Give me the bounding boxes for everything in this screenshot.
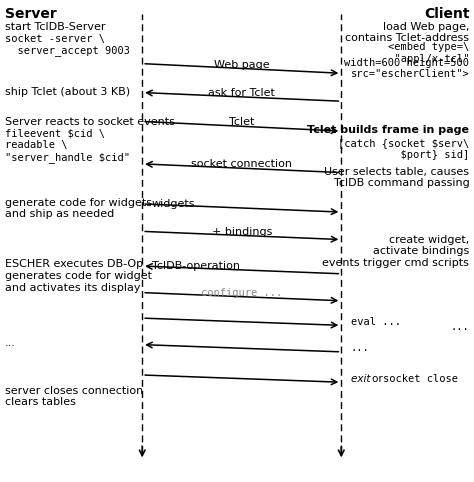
Text: load Web page,
contains Tclet-address: load Web page, contains Tclet-address	[345, 22, 469, 43]
Text: Tclet builds frame in page: Tclet builds frame in page	[307, 125, 469, 135]
Text: socket -server \
  server_accept 9003: socket -server \ server_accept 9003	[5, 34, 130, 56]
Text: Tclet: Tclet	[229, 118, 255, 127]
Text: ESCHER executes DB-Op
generates code for widget
and activates its display: ESCHER executes DB-Op generates code for…	[5, 259, 152, 293]
Text: fileevent $cid \
readable \
"server_handle $cid": fileevent $cid \ readable \ "server_hand…	[5, 129, 130, 163]
Text: Server reacts to socket events: Server reacts to socket events	[5, 117, 174, 127]
Text: ...: ...	[5, 338, 16, 348]
Text: exit: exit	[351, 374, 374, 384]
Text: ...: ...	[351, 343, 370, 353]
Text: [catch {socket $serv\
  $port} sid]: [catch {socket $serv\ $port} sid]	[338, 138, 469, 160]
Text: start TclDB-Server: start TclDB-Server	[5, 22, 105, 32]
Text: <embed type=\
  "appl/x-tcl": <embed type=\ "appl/x-tcl"	[382, 42, 469, 64]
Text: ship Tclet (about 3 KB): ship Tclet (about 3 KB)	[5, 87, 130, 97]
Text: User selects table, causes
TclDB command passing: User selects table, causes TclDB command…	[324, 167, 469, 188]
Text: socket close: socket close	[383, 374, 458, 384]
Text: server closes connection
clears tables: server closes connection clears tables	[5, 386, 143, 407]
Text: + bindings: + bindings	[211, 227, 272, 237]
Text: Client: Client	[424, 7, 469, 21]
Text: Web page: Web page	[214, 60, 270, 69]
Text: configure ...: configure ...	[201, 288, 283, 298]
Text: TclDB-operation: TclDB-operation	[152, 261, 240, 271]
Text: ask for Tclet: ask for Tclet	[208, 88, 275, 98]
Text: create widget,
activate bindings
events trigger cmd scripts: create widget, activate bindings events …	[322, 235, 469, 268]
Text: Server: Server	[5, 7, 56, 21]
Text: socket connection: socket connection	[191, 160, 292, 169]
Text: generate code for widgets
and ship as needed: generate code for widgets and ship as ne…	[5, 198, 152, 219]
Text: eval ...: eval ...	[351, 317, 401, 327]
Text: ...: ...	[450, 322, 469, 332]
Text: width=600 height=500
src="escherClient">: width=600 height=500 src="escherClient">	[344, 58, 469, 80]
Text: widgets: widgets	[152, 199, 195, 209]
Text: or: or	[372, 374, 386, 384]
